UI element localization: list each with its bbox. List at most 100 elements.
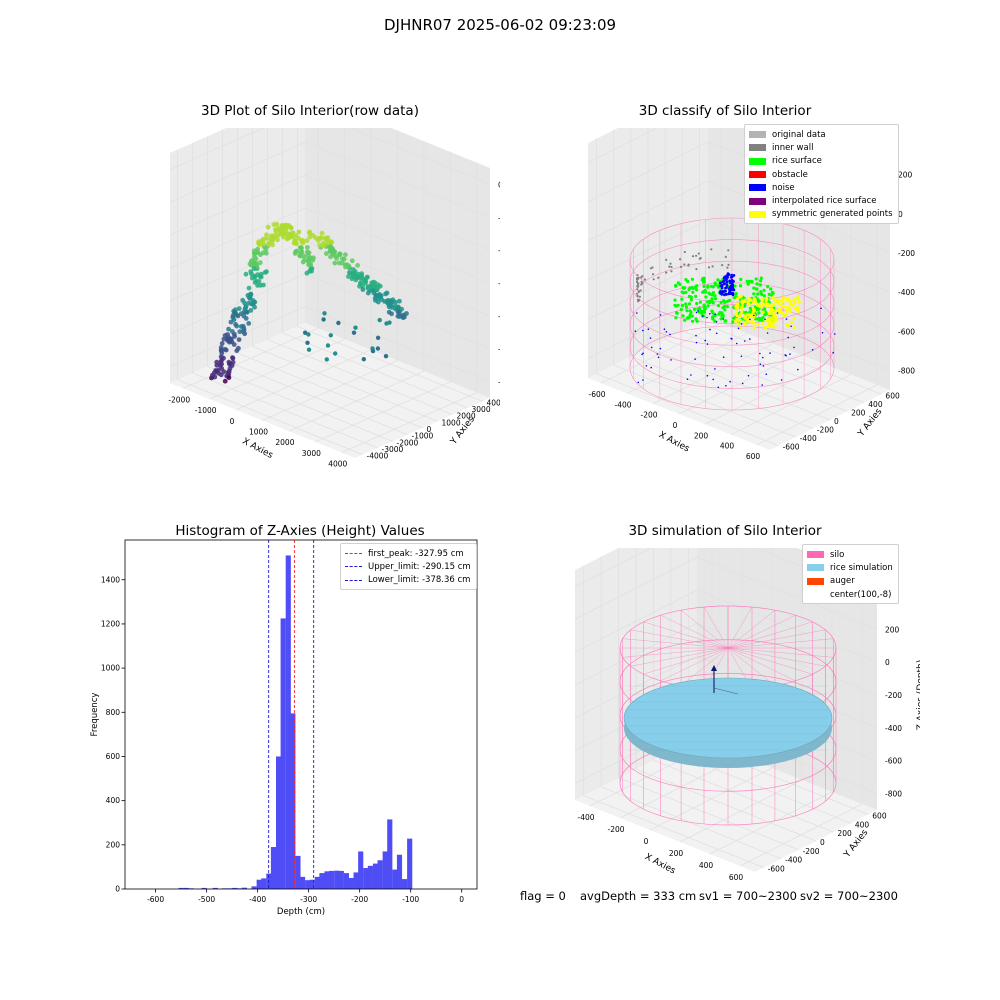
- noise-point: [737, 327, 740, 330]
- rice-surface-point: [704, 295, 708, 299]
- grid-line: [574, 622, 698, 686]
- data-point: [290, 230, 296, 236]
- data-point: [219, 366, 225, 371]
- y-tick-label: 200: [851, 408, 866, 417]
- histogram-bar: [183, 887, 189, 889]
- data-point: [377, 283, 383, 289]
- noise-point: [811, 349, 814, 351]
- noise-point: [759, 363, 762, 365]
- data-point: [361, 357, 366, 362]
- rice-surface-point: [690, 277, 694, 281]
- legend-item-interpolated: interpolated rice surface: [749, 194, 893, 207]
- data-point: [375, 299, 381, 305]
- inner-wall-point: [670, 270, 673, 273]
- noise-point: [715, 332, 718, 335]
- grid-line: [349, 128, 491, 185]
- noise-point: [730, 278, 734, 282]
- rice-surface-point: [683, 318, 687, 322]
- symmetric-point: [753, 298, 757, 302]
- legend-label: noise: [772, 182, 795, 193]
- grid-line: [169, 306, 306, 367]
- noise-point: [789, 353, 791, 355]
- noise-point: [753, 314, 755, 317]
- legend-label: rice surface: [772, 156, 822, 167]
- grid-line: [707, 298, 891, 371]
- grid-line: [169, 240, 306, 302]
- rice-surface-point: [706, 284, 710, 288]
- rice-surface-point: [719, 300, 723, 305]
- histogram-bar: [314, 876, 320, 889]
- x-tick-label: -600: [588, 390, 605, 399]
- noise-point: [695, 334, 697, 337]
- silo-top-spoke: [630, 647, 729, 667]
- data-point: [219, 341, 225, 346]
- noise-point: [645, 365, 648, 367]
- data-point: [256, 279, 262, 284]
- symmetric-point: [752, 326, 756, 330]
- rice-surface-point: [701, 280, 706, 284]
- grid-line: [207, 365, 393, 442]
- noise-point: [787, 336, 789, 339]
- data-point: [243, 271, 249, 277]
- symmetric-point: [764, 299, 768, 303]
- grid-line: [596, 373, 779, 447]
- histogram-bar: [178, 887, 184, 889]
- histogram-bar: [372, 863, 379, 889]
- symmetric-point: [792, 325, 797, 329]
- rice-surface-point: [695, 301, 699, 306]
- data-point: [370, 348, 376, 354]
- grid-line: [252, 345, 438, 422]
- data-point: [261, 236, 266, 242]
- noise-point: [724, 292, 728, 296]
- noise-point: [790, 325, 792, 328]
- noise-point: [650, 366, 652, 369]
- noise-point: [740, 323, 743, 325]
- symmetric-point: [736, 305, 740, 309]
- rice-surface-point: [687, 302, 692, 306]
- legend-label: silo: [830, 549, 845, 560]
- rice-surface-point: [689, 295, 693, 299]
- symmetric-point: [796, 297, 800, 301]
- symmetric-point: [789, 299, 793, 303]
- rice-surface-point: [738, 284, 743, 288]
- symmetric-point: [771, 295, 775, 300]
- data-point: [230, 359, 236, 365]
- symmetric-point: [784, 305, 788, 309]
- data-point: [225, 332, 230, 337]
- symmetric-point: [735, 314, 739, 318]
- symmetric-point: [787, 306, 791, 310]
- plot-title-histogram: Histogram of Z-Axies (Height) Values: [175, 523, 425, 539]
- y-tick-label: -4000: [367, 452, 389, 461]
- data-point: [252, 304, 257, 310]
- rice-surface-point: [743, 304, 747, 308]
- noise-point: [670, 359, 672, 361]
- grid-line: [583, 795, 764, 868]
- inner-wall-point: [679, 258, 682, 261]
- rice-surface-point: [702, 276, 706, 280]
- noise-point: [729, 276, 733, 279]
- symmetric-point: [776, 299, 780, 303]
- y-tick-label: 200: [106, 840, 121, 849]
- data-point: [229, 336, 234, 342]
- inner-wall-point: [687, 264, 690, 267]
- symmetric-point: [743, 299, 747, 303]
- y-tick-label: 1000: [442, 418, 461, 427]
- grid-line: [653, 759, 834, 833]
- rice-surface-point: [681, 286, 685, 290]
- silo-ring: [629, 325, 835, 411]
- y-tick-label: 1000: [101, 664, 120, 673]
- rice-surface-point: [756, 307, 761, 311]
- data-point: [273, 227, 278, 232]
- legend-swatch: [749, 157, 766, 165]
- legend-label: obstacle: [772, 169, 808, 180]
- rice-surface-point: [702, 289, 706, 293]
- symmetric-point: [768, 320, 772, 324]
- histogram-bar: [382, 851, 388, 889]
- grid-line: [587, 141, 709, 203]
- noise-point: [709, 313, 711, 315]
- data-point: [304, 249, 310, 255]
- legend-line: [345, 553, 362, 555]
- inner-wall-point: [695, 254, 698, 257]
- grid-line: [304, 174, 491, 251]
- z-tick-label: -600: [898, 327, 915, 336]
